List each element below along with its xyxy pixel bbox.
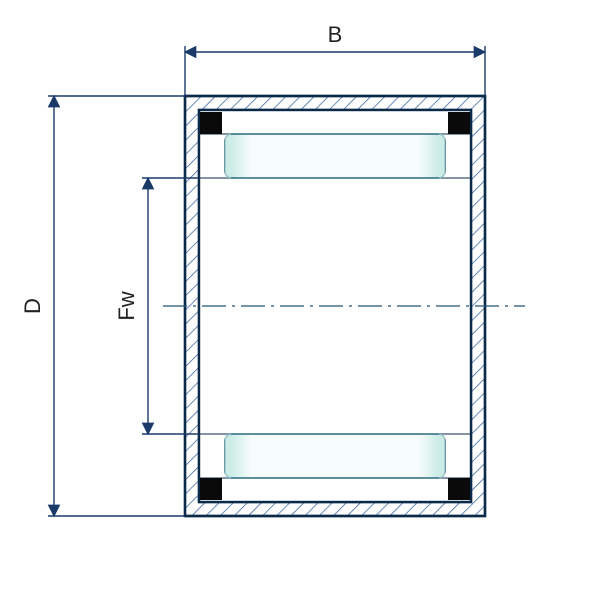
geometry-group bbox=[163, 96, 525, 516]
label-outer-diameter-D: D bbox=[20, 298, 45, 314]
bearing-diagram: B D Fw bbox=[0, 0, 600, 600]
label-inner-diameter-Fw: Fw bbox=[114, 291, 139, 320]
label-width-B: B bbox=[328, 22, 343, 47]
